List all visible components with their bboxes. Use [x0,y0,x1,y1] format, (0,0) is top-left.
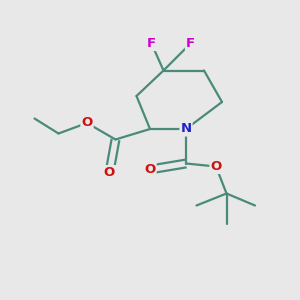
Text: O: O [210,160,222,173]
Text: O: O [81,116,93,130]
Text: N: N [180,122,192,136]
Text: O: O [144,163,156,176]
Text: F: F [186,37,195,50]
Text: F: F [147,37,156,50]
Text: O: O [104,166,115,179]
